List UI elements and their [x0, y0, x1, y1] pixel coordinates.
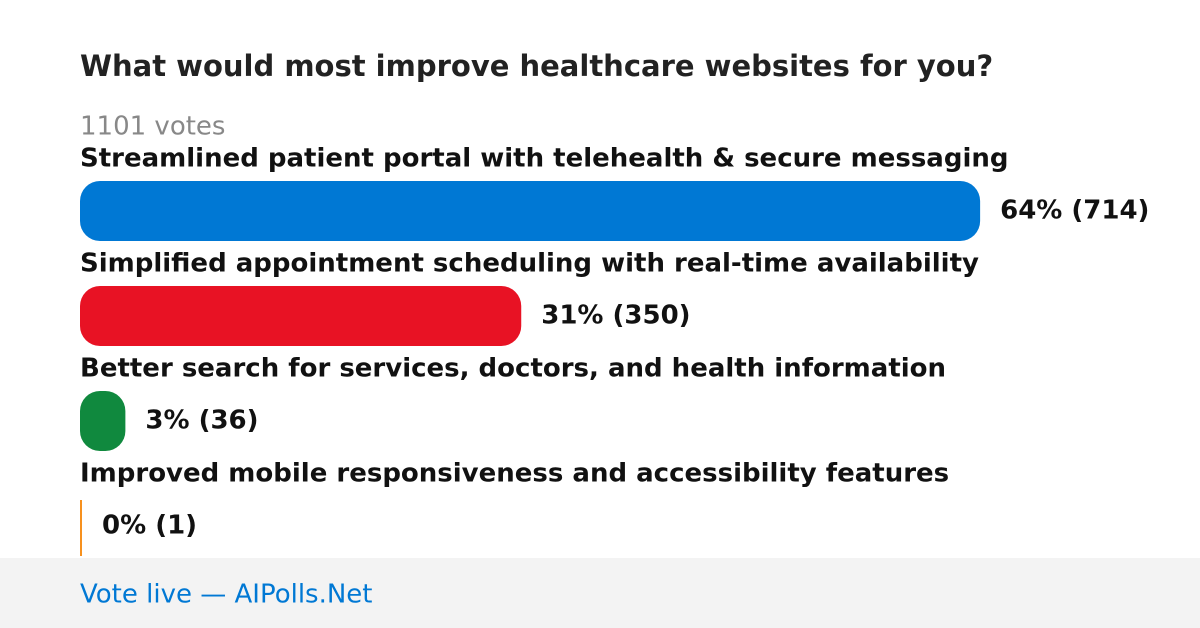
footer-link[interactable]: Vote live — AIPolls.Net [80, 580, 373, 610]
option-label: Improved mobile responsiveness and acces… [80, 459, 949, 489]
footer-bar [0, 558, 1200, 628]
value-label: 31% (350) [541, 301, 690, 331]
bar [80, 391, 126, 451]
option-label: Streamlined patient portal with teleheal… [80, 144, 1008, 174]
option-label: Better search for services, doctors, and… [80, 354, 946, 384]
bar [80, 500, 82, 556]
poll-title: What would most improve healthcare websi… [80, 49, 993, 83]
value-label: 3% (36) [145, 406, 258, 436]
vote-count: 1101 votes [80, 112, 225, 142]
bar [80, 181, 981, 241]
value-label: 64% (714) [1000, 196, 1149, 226]
option-label: Simplified appointment scheduling with r… [80, 249, 979, 279]
bar [80, 286, 522, 346]
value-label: 0% (1) [102, 511, 197, 541]
